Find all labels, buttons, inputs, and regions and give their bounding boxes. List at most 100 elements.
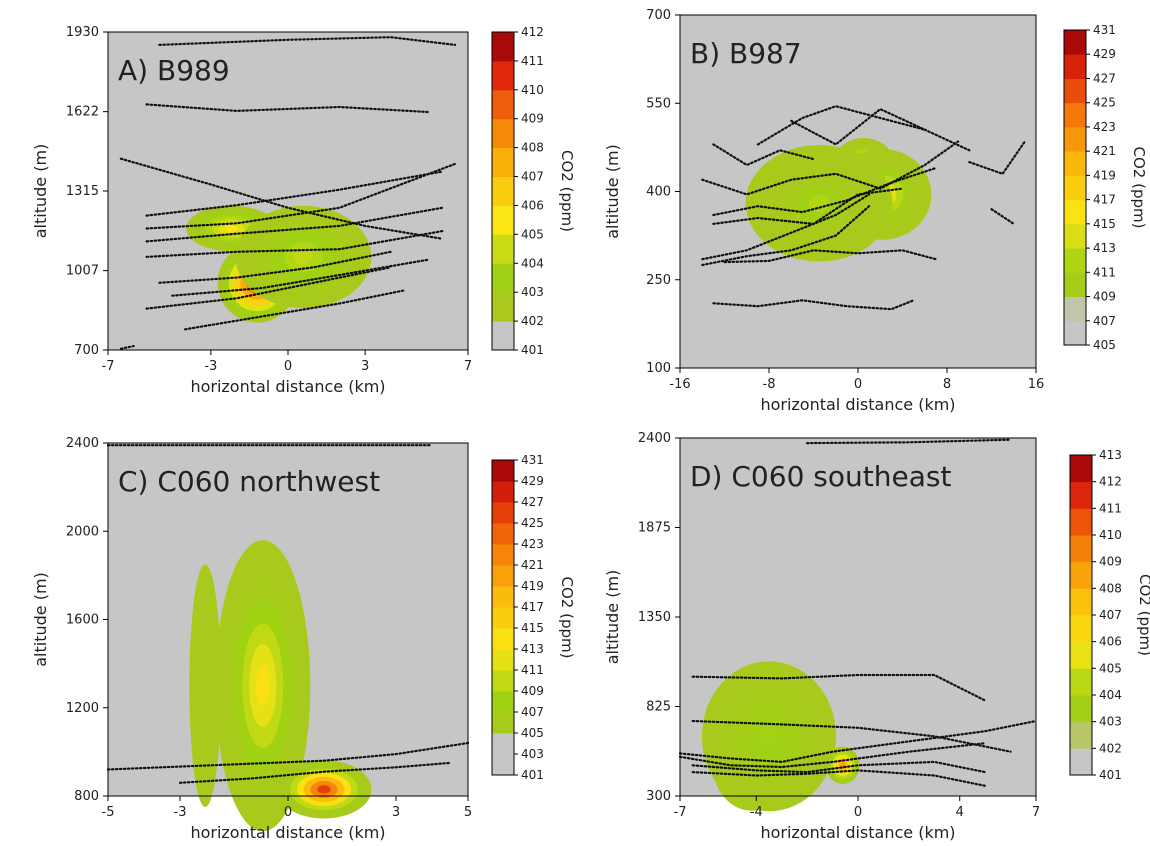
colorbar-band: [1064, 223, 1086, 249]
colorbar-band: [1064, 175, 1086, 201]
flight-track: [106, 741, 470, 771]
colorbar-tick-label: 403: [521, 747, 544, 761]
y-tick-label: 400: [646, 185, 671, 200]
flight-track: [158, 250, 392, 284]
x-tick-label: 4: [956, 805, 964, 820]
flight-track: [145, 230, 444, 258]
colorbar-band: [1070, 695, 1092, 723]
colorbar-band: [1064, 126, 1086, 152]
colorbar-band: [1064, 54, 1086, 79]
colorbar-tick-label: 415: [1093, 217, 1116, 231]
colorbar-tick-label: 421: [1093, 144, 1116, 158]
colorbar-tick-label: 413: [521, 642, 544, 656]
flight-track: [145, 170, 444, 217]
flight-track: [145, 103, 431, 114]
colorbar-tick-label: 407: [1099, 608, 1122, 622]
flight-track: [756, 105, 926, 146]
colorbar-tick-label: 411: [1099, 501, 1122, 515]
flight-track: [691, 760, 987, 774]
colorbar-band: [492, 586, 514, 608]
x-axis-label: horizontal distance (km): [760, 395, 955, 414]
flight-track: [119, 157, 444, 240]
x-tick-label: 3: [392, 805, 400, 820]
colorbar-band: [492, 481, 514, 503]
colorbar-tick-label: 413: [1099, 448, 1122, 462]
colorbar-tick-label: 406: [1099, 635, 1122, 649]
colorbar-band: [1064, 272, 1086, 298]
colorbar-band: [1070, 535, 1092, 563]
colorbar-band: [492, 176, 514, 206]
colorbar-band: [492, 649, 514, 671]
flight-track: [723, 249, 937, 264]
plume-contour: [317, 785, 331, 794]
x-tick-label: -5: [102, 805, 115, 820]
colorbar-band: [492, 205, 514, 235]
colorbar-band: [1064, 30, 1086, 55]
colorbar-tick-label: 409: [1093, 290, 1116, 304]
colorbar-tick-label: 419: [521, 579, 544, 593]
colorbar-tick-label: 404: [1099, 688, 1122, 702]
colorbar-tick-label: 403: [1099, 715, 1122, 729]
colorbar-label: CO2 (ppm): [1136, 574, 1150, 656]
x-tick-label: 0: [854, 377, 862, 392]
x-tick-label: -3: [174, 805, 187, 820]
flight-track: [712, 166, 937, 217]
plume-contour: [759, 725, 779, 748]
flight-track: [184, 289, 405, 331]
colorbar-band: [492, 502, 514, 524]
colorbar-tick-label: 431: [1093, 23, 1116, 37]
y-tick-label: 2000: [66, 524, 99, 539]
colorbar-tick-label: 412: [521, 25, 544, 39]
y-tick-label: 825: [646, 700, 671, 715]
colorbar-tick-label: 401: [521, 343, 544, 357]
panel-b: -16 -8 0 8 16 100 250 400 550 700 horizontal dista…: [603, 8, 1148, 414]
colorbar-band: [1064, 199, 1086, 225]
colorbar-frame: [1063, 29, 1087, 346]
colorbar-tick-label: 405: [1099, 661, 1122, 675]
flight-track: [701, 140, 960, 196]
y-tick-label: 250: [646, 273, 671, 288]
x-tick-label: 7: [464, 359, 472, 374]
flight-track: [119, 345, 135, 350]
colorbar-band: [492, 89, 514, 120]
colorbar-tick-label: 405: [521, 227, 544, 241]
colorbar-band: [1070, 455, 1092, 483]
colorbar-band: [492, 32, 514, 62]
colorbar-band: [492, 321, 514, 351]
colorbar-band: [1070, 508, 1092, 536]
colorbar-tick-label: 410: [1099, 528, 1122, 542]
y-tick-label: 300: [646, 789, 671, 804]
colorbar-band: [1070, 641, 1092, 669]
x-tick-label: -7: [674, 805, 687, 820]
flight-track: [701, 205, 871, 267]
colorbar-band: [1070, 481, 1092, 509]
colorbar-band: [1070, 721, 1092, 749]
colorbar-tick-label: 402: [1099, 741, 1122, 755]
colorbar-tick-label: 408: [1099, 581, 1122, 595]
colorbar-band: [1064, 102, 1086, 128]
colorbar-tick-label: 429: [1093, 47, 1116, 61]
flight-track: [691, 769, 987, 787]
colorbar-band: [1070, 748, 1092, 776]
y-tick-label: 1200: [66, 701, 99, 716]
colorbar-band: [1070, 668, 1092, 696]
y-tick-label: 1007: [66, 264, 99, 279]
flight-track: [178, 761, 452, 784]
colorbar-tick-label: 401: [1099, 768, 1122, 782]
flight-track: [712, 299, 915, 311]
colorbar-tick-label: 406: [521, 198, 544, 212]
flight-track: [691, 719, 1012, 753]
colorbar-tick-label: 403: [521, 285, 544, 299]
colorbar-tick-label: 407: [521, 705, 544, 719]
panel-a: -7 -3 0 3 7 700 1007 1315 1622 1930 horizontal dis…: [31, 25, 576, 396]
plume-contour: [202, 668, 208, 704]
colorbar-tick-label: 411: [521, 54, 544, 68]
x-tick-label: 5: [464, 805, 472, 820]
flight-track: [806, 438, 1012, 445]
flight-track: [171, 258, 431, 297]
colorbar-tick-label: 411: [1093, 265, 1116, 279]
x-tick-label: -3: [204, 359, 217, 374]
colorbar-band: [1070, 615, 1092, 643]
x-axis-label: horizontal distance (km): [190, 377, 385, 396]
